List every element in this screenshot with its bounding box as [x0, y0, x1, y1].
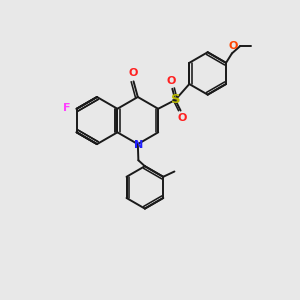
Text: N: N	[134, 140, 143, 150]
Text: O: O	[177, 113, 186, 124]
Text: O: O	[128, 68, 138, 78]
Text: F: F	[63, 103, 70, 113]
Text: O: O	[228, 41, 238, 51]
Text: O: O	[167, 76, 176, 86]
Text: S: S	[171, 93, 180, 106]
